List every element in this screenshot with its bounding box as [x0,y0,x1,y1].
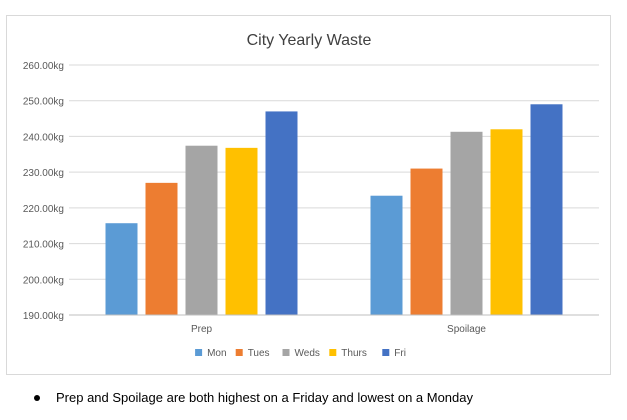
y-tick-label: 190.00kg [23,311,64,322]
legend-label: Tues [248,348,270,359]
bar-mon-prep [105,223,138,315]
bullet-icon [34,395,40,401]
legend-swatch-weds [282,349,290,356]
legend-swatch-fri [382,349,390,356]
y-tick-label: 240.00kg [23,132,64,143]
bars [105,104,563,316]
x-category-label: Prep [191,324,213,335]
y-tick-label: 220.00kg [23,204,64,215]
bar-thurs-spoilage [490,129,523,315]
y-tick-label: 250.00kg [23,97,64,108]
legend-label: Mon [207,348,226,359]
bar-mon-spoilage [370,195,403,315]
bar-fri-spoilage [530,104,563,316]
x-axis-categories: Prep Spoilage [191,324,486,335]
bar-fri-prep [265,111,298,315]
bar-tues-prep [145,182,178,315]
legend-label: Fri [394,348,406,359]
y-tick-label: 200.00kg [23,275,64,286]
summary-text: Prep and Spoilage are both highest on a … [56,390,473,405]
legend-swatch-mon [195,349,203,356]
y-axis-ticks: 190.00kg 200.00kg 210.00kg 220.00kg 230.00kg… [23,61,64,322]
bar-weds-spoilage [450,131,483,315]
y-tick-label: 210.00kg [23,240,64,251]
legend-swatch-thurs [329,349,337,356]
bar-weds-prep [185,145,218,315]
bar-thurs-prep [225,147,258,315]
legend-label: Weds [295,348,320,359]
chart-area: 190.00kg 200.00kg 210.00kg 220.00kg 230.00kg… [6,15,611,375]
bar-chart: 190.00kg 200.00kg 210.00kg 220.00kg 230.00kg… [23,32,599,359]
y-tick-label: 260.00kg [23,61,64,72]
x-category-label: Spoilage [447,324,486,335]
legend-label: Thurs [341,348,367,359]
legend: Mon Tues Weds Thurs Fri [195,348,406,359]
bar-tues-spoilage [410,168,443,315]
chart-title: City Yearly Waste [247,32,372,49]
legend-swatch-tues [235,349,243,356]
y-tick-label: 230.00kg [23,168,64,179]
